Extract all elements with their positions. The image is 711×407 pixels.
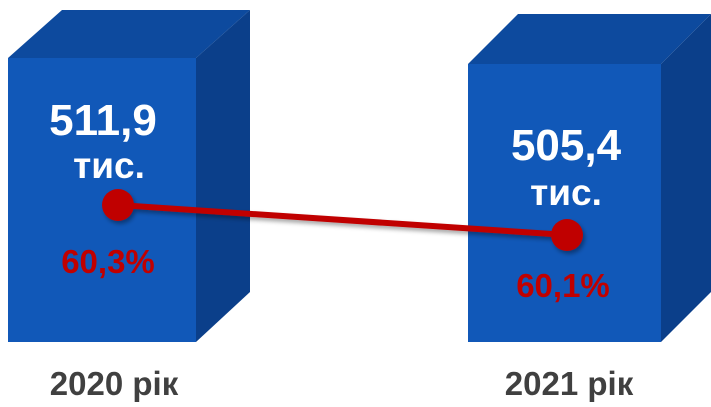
bar-2021-top: [468, 14, 711, 64]
bar-2021-side: [661, 14, 711, 342]
bar-2021-front: [468, 64, 661, 342]
percent-label-2021: 60,1%: [516, 267, 610, 304]
value-label-2021: 505,4: [511, 121, 622, 170]
bar-2021: [468, 14, 711, 342]
bar-2020-side: [196, 10, 250, 342]
percent-point-2021: [551, 219, 583, 251]
category-label-2021: 2021 рік: [505, 365, 634, 402]
percent-label-2020: 60,3%: [61, 243, 155, 280]
percent-point-2020: [102, 189, 134, 221]
unit-label-2021: тис.: [530, 172, 602, 213]
percent-line: [115, 202, 570, 238]
bar-2020-top: [8, 10, 250, 58]
unit-label-2020: тис.: [73, 145, 145, 186]
bar-2020: [8, 10, 250, 342]
bar-2020-front: [8, 58, 196, 342]
percent-series: [102, 189, 583, 251]
value-label-2020: 511,9: [49, 96, 157, 145]
category-label-2020: 2020 рік: [50, 365, 179, 402]
